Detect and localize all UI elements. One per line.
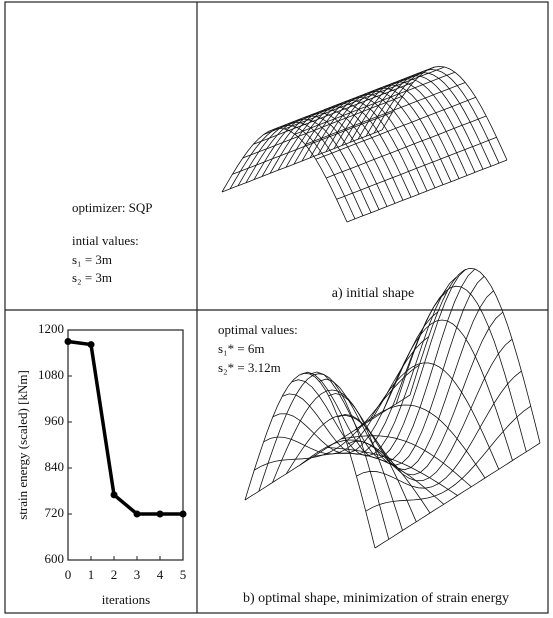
- x-tick-label: 3: [134, 567, 141, 582]
- mesh-line: [253, 81, 414, 145]
- y-tick-label: 720: [45, 505, 65, 520]
- values-heading: intial values:: [72, 233, 139, 248]
- mesh-line: [221, 127, 348, 223]
- mesh-line: [328, 290, 494, 471]
- mesh-line: [305, 82, 466, 145]
- value-text: s₁ = 3m: [72, 252, 112, 267]
- mesh-line: [382, 319, 513, 461]
- mesh-line: [294, 71, 456, 135]
- mesh-line: [242, 95, 403, 159]
- mesh-line: [337, 311, 504, 476]
- data-line: [67, 339, 183, 516]
- mesh-line: [356, 370, 522, 489]
- y-tick-label: 1080: [38, 367, 64, 382]
- value-text: s₂* = 3.12m: [218, 360, 281, 375]
- data-point: [87, 341, 95, 349]
- y-tick-label: 1200: [38, 321, 64, 336]
- values-heading: optimal values:: [218, 322, 298, 337]
- mesh-line: [313, 452, 445, 505]
- outer-frame: [4, 1, 549, 614]
- data-point: [64, 338, 72, 345]
- mesh-line: [309, 268, 476, 462]
- mesh-line: [263, 72, 424, 135]
- mesh-line: [229, 124, 356, 220]
- mesh-line: [273, 66, 435, 130]
- mesh-line: [315, 96, 476, 160]
- x-tick-label: 5: [180, 567, 187, 582]
- mesh-line: [244, 372, 376, 549]
- mesh-line: [254, 364, 420, 471]
- mesh-line: [244, 394, 411, 501]
- optimizer-label: optimizer: SQP: [72, 200, 153, 215]
- x-axis-label: iterations: [102, 592, 150, 607]
- y-tick-label: 960: [45, 413, 65, 428]
- value-text: s₁* = 6m: [218, 341, 265, 356]
- x-tick-label: 0: [65, 567, 72, 582]
- mesh-line: [284, 66, 445, 130]
- mesh-line: [291, 276, 457, 457]
- mesh-line: [327, 447, 458, 496]
- data-point: [156, 510, 164, 518]
- data-point: [110, 491, 118, 499]
- caption: a) initial shape: [332, 286, 414, 301]
- y-tick-label: 600: [45, 551, 65, 566]
- x-tick-label: 2: [111, 567, 118, 582]
- x-tick-label: 4: [157, 567, 164, 582]
- mesh-line: [221, 129, 383, 193]
- y-tick-label: 840: [45, 459, 65, 474]
- mesh-line: [336, 136, 497, 200]
- mesh-line: [374, 442, 541, 549]
- y-axis-label: strain energy (scaled) [kNm]: [15, 370, 30, 520]
- caption: b) optimal shape, minimization of strain…: [243, 591, 509, 606]
- mesh-line: [319, 275, 485, 466]
- mesh-line: [346, 338, 513, 482]
- mesh-line: [245, 118, 372, 213]
- initial-shape-mesh: [221, 65, 508, 223]
- mesh-line: [326, 115, 487, 179]
- mesh-line: [346, 159, 508, 223]
- mesh-line: [263, 336, 429, 455]
- plot-area: [67, 329, 184, 561]
- mesh-line: [365, 405, 531, 512]
- optimal-shape-mesh: [244, 267, 541, 549]
- data-point: [179, 510, 187, 518]
- mesh-line: [237, 121, 364, 216]
- x-tick-label: 1: [88, 567, 95, 582]
- value-text: s₂ = 3m: [72, 270, 112, 285]
- data-point: [133, 510, 141, 518]
- mesh-line: [232, 111, 393, 175]
